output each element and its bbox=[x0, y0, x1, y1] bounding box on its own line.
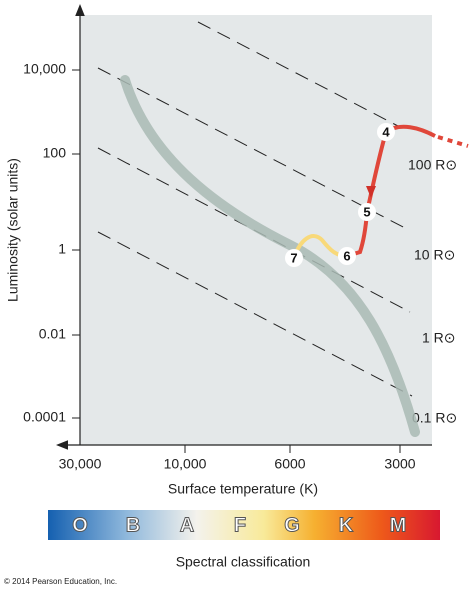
y-tick-label: 10,000 bbox=[23, 61, 66, 77]
stage-label: 4 bbox=[382, 124, 390, 139]
x-tick-label: 3000 bbox=[384, 456, 415, 472]
stage-marker bbox=[358, 203, 376, 221]
stage-label: 7 bbox=[290, 250, 297, 265]
stage-marker bbox=[338, 247, 356, 265]
main-sequence bbox=[120, 75, 420, 437]
x-tick-label: 6000 bbox=[274, 456, 305, 472]
stage-marker bbox=[285, 249, 303, 267]
spectral-title: Spectral classification bbox=[176, 554, 311, 570]
spectral-class: M bbox=[390, 514, 407, 536]
radius-label: 0.1 R⊙ bbox=[412, 410, 457, 426]
stage-marker bbox=[377, 123, 395, 141]
spectral-class: A bbox=[180, 514, 194, 536]
x-tick-label: 10,000 bbox=[164, 456, 207, 472]
radius-label: 100 R⊙ bbox=[408, 157, 457, 173]
y-axis-label: Luminosity (solar units) bbox=[5, 158, 21, 302]
track-red bbox=[346, 124, 436, 258]
stage-label: 5 bbox=[363, 204, 370, 219]
track-dots bbox=[437, 135, 469, 148]
spectral-class: G bbox=[284, 514, 300, 536]
spectral-class: F bbox=[234, 514, 246, 536]
x-axis-label: Surface temperature (K) bbox=[168, 481, 318, 497]
copyright: © 2014 Pearson Education, Inc. bbox=[4, 577, 117, 586]
y-tick-label: 1 bbox=[58, 241, 66, 257]
spectral-class: O bbox=[72, 514, 88, 536]
stage-label: 6 bbox=[343, 248, 350, 263]
ticks bbox=[72, 69, 401, 453]
track-arrow bbox=[366, 186, 376, 198]
radius-label: 10 R⊙ bbox=[414, 247, 455, 263]
y-tick-label: 100 bbox=[43, 145, 67, 161]
spectral-bar bbox=[48, 510, 440, 540]
y-tick-label: 0.01 bbox=[39, 326, 66, 342]
y-tick-label: 0.0001 bbox=[23, 409, 66, 425]
spectral-class: K bbox=[339, 514, 354, 536]
x-tick-label: 30,000 bbox=[59, 456, 102, 472]
radius-label: 1 R⊙ bbox=[422, 330, 456, 346]
spectral-class: B bbox=[126, 514, 140, 536]
